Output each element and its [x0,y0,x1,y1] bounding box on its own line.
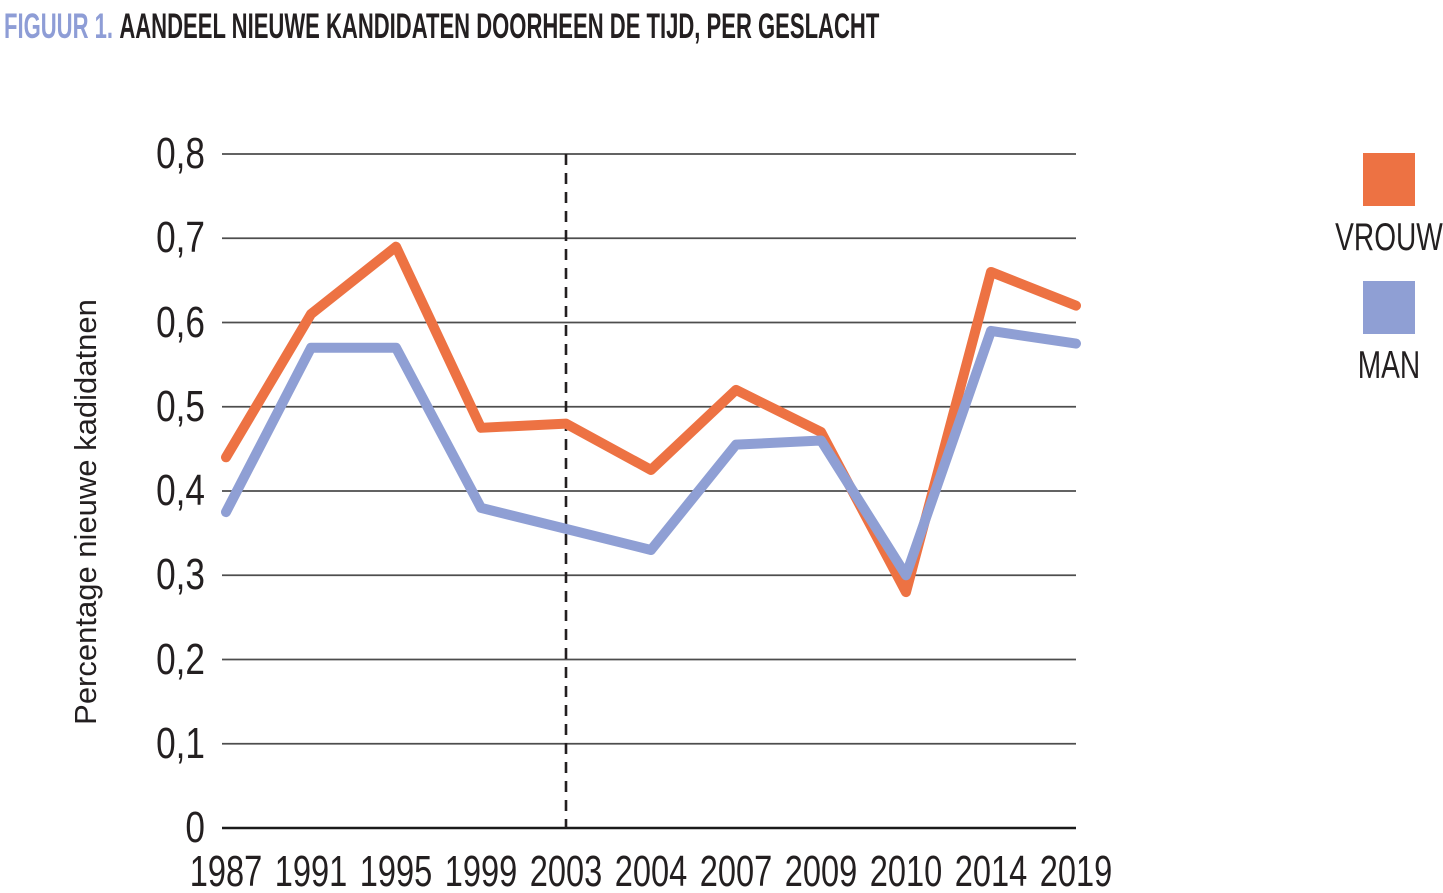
x-tick-label-2003: 2003 [529,847,603,893]
gridlines [222,153,1076,830]
y-tick-label-0,2: 0,2 [156,634,205,684]
x-tick-label-1995: 1995 [359,847,433,893]
x-tick-label-2004: 2004 [614,847,688,893]
y-tick-label-0,3: 0,3 [156,550,205,600]
figure-number-label: FIGUUR 1. [4,7,114,46]
series-line-vrouw [221,241,1081,598]
series-line-man [221,325,1081,581]
legend-swatch-vrouw [1363,153,1415,206]
legend-label-man: MAN [1357,344,1421,387]
x-tick-label-1991: 1991 [274,847,348,893]
y-tick-label-0,5: 0,5 [156,381,205,431]
y-tick-label-0,6: 0,6 [156,297,205,347]
figure-title-row: FIGUUR 1. AANDEEL NIEUWE KANDIDATEN DOORH… [4,7,880,47]
x-tick-label-2019: 2019 [1039,847,1113,893]
y-tick-label-0: 0 [185,803,205,852]
y-tick-label-0,1: 0,1 [156,718,205,768]
legend-swatch-man [1363,281,1415,334]
x-tick-label-2010: 2010 [869,847,943,893]
y-tick-label-0,8: 0,8 [156,129,205,178]
x-tick-label-1987: 1987 [189,847,263,893]
legend-label-vrouw: VROUW [1335,216,1443,259]
x-tick-label-2009: 2009 [784,847,858,893]
x-tick-label-2007: 2007 [699,847,773,893]
series-lines [221,241,1081,598]
x-tick-label-1999: 1999 [444,847,518,893]
y-tick-label-0,7: 0,7 [156,213,205,263]
x-tick-label-2014: 2014 [954,847,1028,893]
figure-title-text: AANDEEL NIEUWE KANDIDATEN DOORHEEN DE TI… [119,7,880,46]
y-tick-label-0,4: 0,4 [156,466,205,515]
